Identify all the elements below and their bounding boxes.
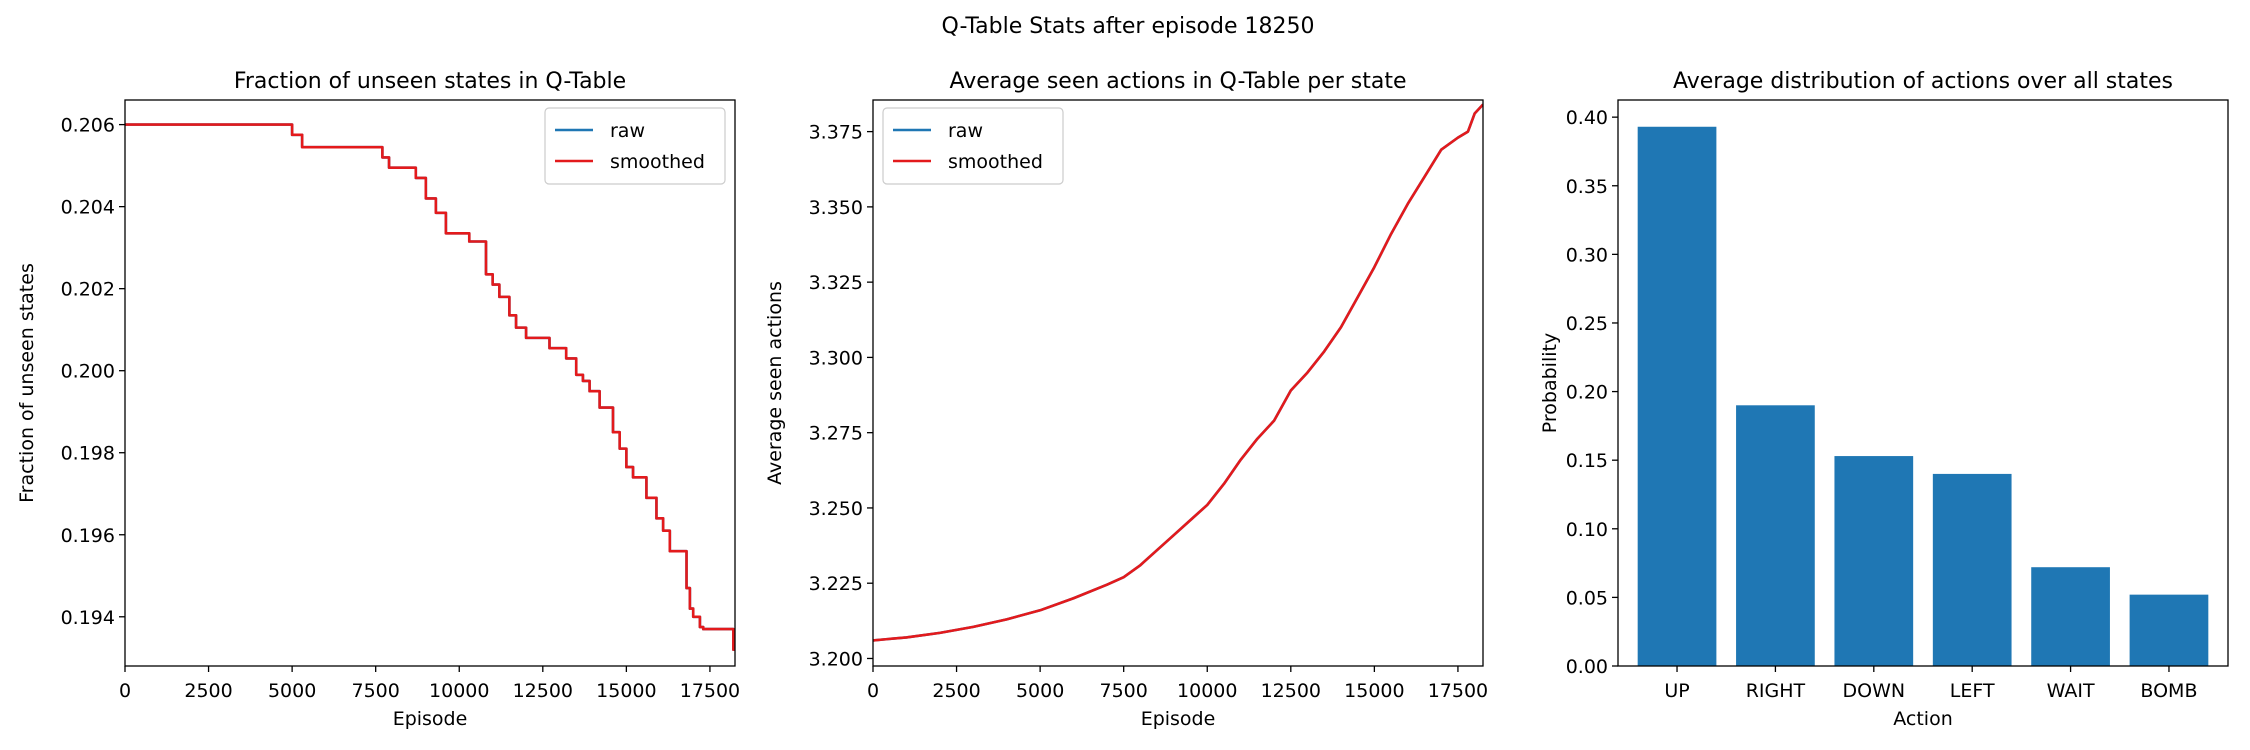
- legend-label-smoothed: smoothed: [610, 151, 705, 173]
- chart-title: Average distribution of actions over all…: [1673, 69, 2173, 94]
- bar-left: [1932, 473, 2012, 666]
- legend-label-raw: raw: [948, 120, 983, 142]
- x-tick-label: LEFT: [1950, 680, 1995, 702]
- x-tick-label: DOWN: [1843, 680, 1906, 702]
- x-tick-label: 2500: [932, 680, 980, 702]
- series-line-raw: [125, 123, 735, 651]
- bar-down: [1834, 456, 1914, 666]
- y-tick-label: 0.196: [61, 525, 115, 547]
- y-tick-label: 3.300: [809, 347, 863, 369]
- series-line-smoothed: [873, 103, 1483, 642]
- x-tick-label: 0: [867, 680, 879, 702]
- bar-up: [1637, 126, 1717, 667]
- x-tick-label: 0: [119, 680, 131, 702]
- legend-frame: [544, 107, 726, 185]
- y-tick-label: 0.40: [1566, 107, 1608, 129]
- axes-frame: [1617, 99, 2229, 667]
- x-axis-label: Episode: [1141, 708, 1216, 730]
- y-tick-label: 3.350: [809, 197, 863, 219]
- y-tick-label: 3.375: [809, 122, 863, 144]
- figure-suptitle: Q-Table Stats after episode 18250: [942, 14, 1315, 39]
- y-axis-label: Probability: [1539, 333, 1561, 433]
- x-tick-label: 12500: [1261, 680, 1321, 702]
- axes-frame: [872, 99, 1484, 667]
- x-tick-label: 15000: [1344, 680, 1404, 702]
- chart-2: Average seen actions in Q-Table per stat…: [764, 69, 1488, 730]
- y-tick-label: 3.275: [809, 423, 863, 445]
- axes-frame: [124, 99, 736, 667]
- y-tick-label: 0.35: [1566, 176, 1608, 198]
- bar-bomb: [2129, 594, 2209, 666]
- y-tick-label: 3.200: [809, 648, 863, 670]
- x-tick-label: 7500: [1100, 680, 1148, 702]
- bar-right: [1736, 405, 1815, 666]
- y-tick-label: 0.00: [1566, 656, 1608, 678]
- y-tick-label: 0.05: [1566, 587, 1608, 609]
- chart-title: Average seen actions in Q-Table per stat…: [949, 69, 1406, 94]
- y-tick-label: 0.15: [1566, 450, 1608, 472]
- x-tick-label: 12500: [513, 680, 573, 702]
- y-tick-label: 0.200: [61, 361, 115, 383]
- x-axis-label: Episode: [393, 708, 468, 730]
- y-tick-label: 0.198: [61, 443, 115, 465]
- series-line-raw: [873, 103, 1483, 642]
- y-axis-label: Fraction of unseen states: [16, 263, 38, 503]
- x-tick-label: 15000: [596, 680, 656, 702]
- legend-label-smoothed: smoothed: [948, 151, 1043, 173]
- x-tick-label: WAIT: [2047, 680, 2095, 702]
- chart-3: Average distribution of actions over all…: [1539, 69, 2229, 730]
- x-tick-label: 7500: [352, 680, 400, 702]
- chart-title: Fraction of unseen states in Q-Table: [234, 69, 626, 94]
- x-axis-label: Action: [1893, 708, 1953, 730]
- x-tick-label: 5000: [1016, 680, 1064, 702]
- legend: raw smoothed: [882, 107, 1064, 185]
- x-tick-label: 17500: [680, 680, 740, 702]
- x-tick-label: 10000: [429, 680, 489, 702]
- bar-wait: [2031, 567, 2110, 666]
- x-tick-label: RIGHT: [1746, 680, 1806, 702]
- x-tick-label: 5000: [268, 680, 316, 702]
- legend-frame: [882, 107, 1064, 185]
- x-tick-label: 17500: [1428, 680, 1488, 702]
- y-axis-label: Average seen actions: [764, 281, 786, 485]
- legend-label-raw: raw: [610, 120, 645, 142]
- y-tick-label: 0.30: [1566, 244, 1608, 266]
- y-tick-label: 0.204: [61, 197, 115, 219]
- chart-1: Fraction of unseen states in Q-Table 0.19…: [16, 69, 740, 730]
- y-tick-label: 0.202: [61, 279, 115, 301]
- y-tick-label: 3.225: [809, 573, 863, 595]
- y-tick-label: 0.20: [1566, 382, 1608, 404]
- x-tick-label: BOMB: [2140, 680, 2197, 702]
- y-tick-label: 0.206: [61, 115, 115, 137]
- series-line-smoothed: [125, 123, 735, 651]
- x-tick-label: 2500: [184, 680, 232, 702]
- y-tick-label: 0.10: [1566, 519, 1608, 541]
- y-tick-label: 0.25: [1566, 313, 1608, 335]
- x-tick-label: 10000: [1177, 680, 1237, 702]
- y-tick-label: 3.325: [809, 272, 863, 294]
- y-tick-label: 3.250: [809, 498, 863, 520]
- y-tick-label: 0.194: [61, 607, 115, 629]
- legend: raw smoothed: [544, 107, 726, 185]
- x-tick-label: UP: [1664, 680, 1689, 702]
